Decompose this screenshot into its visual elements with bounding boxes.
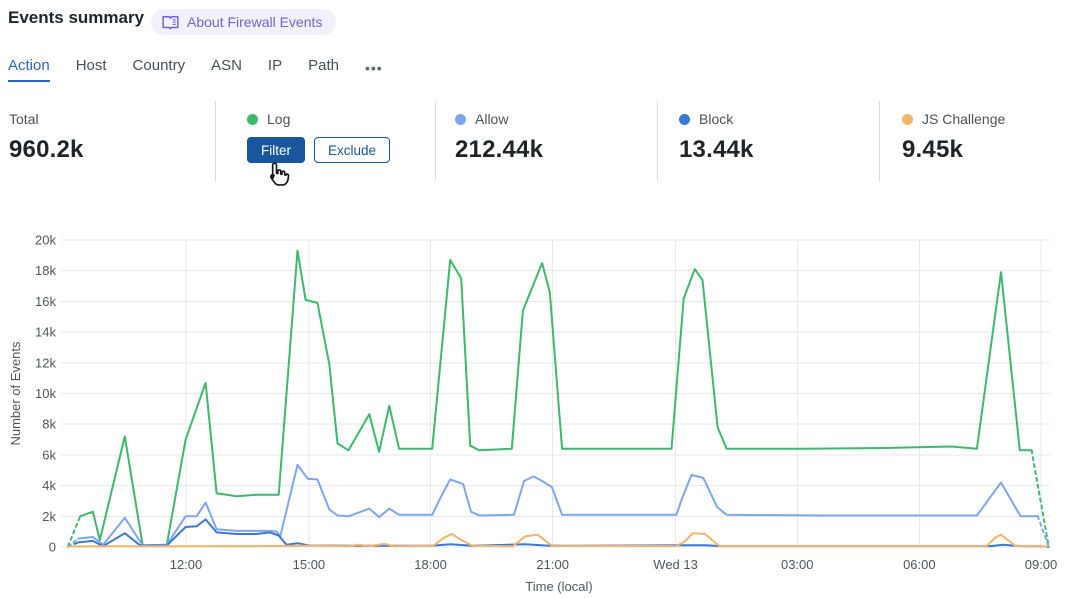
- allow-series-dot-icon: [455, 113, 466, 125]
- svg-text:0: 0: [49, 540, 56, 555]
- svg-text:06:00: 06:00: [903, 557, 936, 572]
- svg-text:2k: 2k: [42, 509, 56, 524]
- svg-text:Wed 13: Wed 13: [653, 557, 698, 572]
- stat-block: Block 13.44k: [657, 101, 879, 181]
- svg-text:18k: 18k: [35, 263, 56, 278]
- svg-text:14k: 14k: [35, 325, 56, 340]
- stat-js-challenge-value: 9.45k: [902, 136, 964, 163]
- tab-action[interactable]: Action: [8, 57, 50, 82]
- more-tabs-icon[interactable]: •••: [364, 60, 383, 76]
- block-series-dot-icon: [679, 113, 690, 125]
- summary-dimension-tabs: Action Host Country ASN IP Path •••: [8, 57, 383, 82]
- events-stats-row: Total 960.2k Log Filter Exclude Allow 21…: [0, 101, 1068, 181]
- y-axis-tick-labels: 0 2k 4k 6k 8k 10k 12k 14k 16k 18k 20k: [35, 233, 56, 555]
- x-axis-title: Time (local): [525, 579, 592, 594]
- about-badge-label: About Firewall Events: [187, 14, 323, 30]
- chart-plot-area[interactable]: [68, 240, 1050, 547]
- stat-allow-value: 212.44k: [455, 136, 544, 163]
- svg-text:4k: 4k: [42, 478, 56, 493]
- stat-js-challenge-label: JS Challenge: [922, 111, 1006, 127]
- svg-text:8k: 8k: [42, 417, 56, 432]
- stat-allow-label: Allow: [475, 111, 509, 127]
- stat-log: Log Filter Exclude: [215, 101, 435, 181]
- svg-text:21:00: 21:00: [536, 557, 569, 572]
- svg-text:18:00: 18:00: [414, 557, 447, 572]
- filter-button[interactable]: Filter: [247, 137, 305, 163]
- svg-text:15:00: 15:00: [293, 557, 326, 572]
- svg-text:10k: 10k: [35, 386, 56, 401]
- tab-country[interactable]: Country: [132, 57, 186, 74]
- tab-asn[interactable]: ASN: [211, 57, 242, 74]
- stat-total-label: Total: [9, 111, 39, 127]
- tab-host[interactable]: Host: [75, 57, 107, 74]
- stat-block-value: 13.44k: [679, 136, 754, 163]
- about-firewall-events-badge[interactable]: About Firewall Events: [151, 9, 337, 35]
- stat-total-value: 960.2k: [9, 136, 84, 163]
- log-series-dot-icon: [247, 113, 258, 125]
- y-axis-title: Number of Events: [8, 341, 23, 446]
- tab-ip[interactable]: IP: [267, 57, 283, 74]
- book-icon: [162, 15, 179, 30]
- svg-text:12:00: 12:00: [170, 557, 203, 572]
- stat-allow: Allow 212.44k: [435, 101, 657, 181]
- svg-text:03:00: 03:00: [781, 557, 814, 572]
- svg-text:12k: 12k: [35, 355, 56, 370]
- x-axis-tick-labels: 12:00 15:00 18:00 21:00 Wed 13 03:00 06:00 09:0…: [170, 557, 1058, 572]
- page-title: Events summary: [8, 8, 145, 27]
- svg-text:09:00: 09:00: [1025, 557, 1058, 572]
- svg-text:6k: 6k: [42, 447, 56, 462]
- stat-block-label: Block: [699, 111, 734, 127]
- tab-path[interactable]: Path: [308, 57, 339, 74]
- svg-text:16k: 16k: [35, 294, 56, 309]
- series-line-log: [67, 249, 1050, 548]
- stat-js-challenge: JS Challenge 9.45k: [879, 101, 1068, 181]
- js-challenge-series-dot-icon: [902, 113, 913, 125]
- svg-text:20k: 20k: [35, 233, 56, 248]
- stat-total: Total 960.2k: [0, 101, 215, 181]
- exclude-button[interactable]: Exclude: [314, 137, 391, 163]
- series-line-js-challenge: [67, 532, 1049, 548]
- stat-log-label: Log: [267, 111, 291, 127]
- events-over-time-chart[interactable]: 0 2k 4k 6k 8k 10k 12k 14k 16k 18k 20k 12:00 15:00 18:…: [0, 228, 1068, 598]
